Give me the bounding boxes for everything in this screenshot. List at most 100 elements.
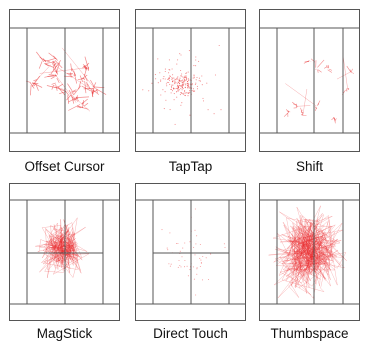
trace-segment [30,85,32,96]
trace-segment [352,72,354,74]
trace-point [174,83,176,85]
trace-segment [296,241,305,269]
trace-segment [275,242,341,260]
trace-segment [304,227,345,269]
trace-segment [306,234,333,257]
trace-segment [292,225,314,238]
trace-point [168,77,170,79]
trace-segment [303,256,308,267]
trace-segment [300,242,323,278]
trace-segment [293,247,299,250]
trace-point [179,250,181,252]
trace-segment [54,232,66,253]
trace-point [173,82,175,84]
trace-segment [281,234,292,239]
trace-point [170,88,172,91]
trace-segment [292,227,328,265]
trace-point [195,79,197,81]
trace-segment [51,235,58,241]
trace-segment [282,221,311,282]
trace-segment [285,83,317,107]
trace-point [177,78,179,80]
trace-point [184,259,186,262]
panel-caption: MagStick [36,326,93,341]
trace-segment [309,251,320,287]
trace-segment [293,245,336,255]
trace-segment [66,94,72,101]
trace-segment [69,231,78,245]
trace-segment [73,85,82,95]
trace-point [195,65,197,67]
trace-segment [47,244,70,251]
trace-segment [32,82,43,88]
trace-segment [304,247,319,268]
trace-point [196,267,198,269]
trace-point [163,76,165,78]
trace-segment [292,230,318,243]
trace-point [202,255,204,258]
trace-segment [297,266,299,268]
trace-segment [288,240,326,264]
trace-point [178,79,180,81]
trace-segment [285,235,323,269]
trace-segment [320,252,329,256]
trace-segment [315,252,321,285]
trace-segment [50,76,55,80]
trace-segment [275,246,317,273]
trace-segment [78,80,82,90]
trace-segment [292,250,312,276]
trace-segment [48,235,55,250]
trace-segment [64,239,83,261]
trace-segment [46,85,56,88]
trace-segment [49,227,62,242]
trace-segment [83,102,89,107]
trace-segment [61,47,95,89]
trace-segment [298,256,319,275]
trace-segment [301,255,319,260]
trace-segment [295,256,313,264]
trace-segment [303,262,330,266]
trace-segment [328,215,333,262]
trace-segment [288,235,302,245]
trace-segment [308,232,325,269]
trace-segment [280,240,336,243]
trace-segment [60,226,80,257]
trace-segment [65,231,74,253]
trace-segment [42,239,55,259]
trace-segment [314,106,318,110]
trace-segment [293,248,300,271]
trace-segment [71,233,76,244]
trace-segment [73,97,79,101]
panel-frame [259,183,360,321]
trace-segment [49,246,80,257]
trace-segment [300,253,309,261]
trace-segment [321,229,344,241]
trace-segment [309,246,317,256]
trace-segment [64,243,75,262]
trace-segment [56,242,61,246]
trace-segment [282,225,307,264]
trace-segment [293,227,312,258]
trace-point [193,74,195,76]
trace-segment [46,243,56,278]
trace-segment [71,242,88,252]
trace-point [199,257,201,259]
trace-segment [64,225,72,258]
trace-segment [298,256,333,261]
trace-segment [48,74,57,76]
trace-segment [296,250,319,256]
trace-segment [68,89,72,95]
trace-segment [293,232,315,268]
trace-segment [306,238,345,258]
trace-point [224,246,226,249]
trace-segment [61,234,70,239]
trace-segment [53,241,76,243]
trace-segment [302,235,324,255]
trace-segment [290,225,306,248]
trace-point [179,77,181,79]
trace-segment [29,81,35,89]
trace-segment [291,225,294,287]
trace-segment [53,259,61,261]
trace-segment [291,248,318,284]
trace-segment [306,238,311,275]
